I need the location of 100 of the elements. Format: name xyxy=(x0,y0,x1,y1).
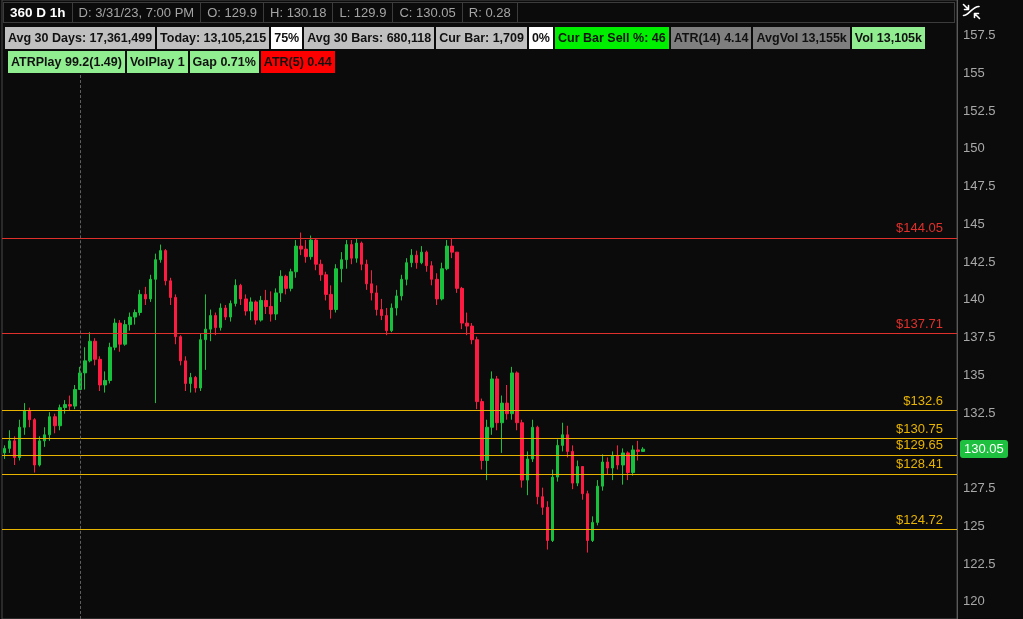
y-tick-label: 157.5 xyxy=(963,27,996,43)
annotation: D: 3/31/23, 7:00 PM xyxy=(72,3,202,22)
candlestick xyxy=(505,384,509,421)
candlestick xyxy=(556,438,559,483)
annotation: Cur Bar: 1,709 xyxy=(436,27,527,49)
candlestick xyxy=(43,426,46,448)
candlestick xyxy=(154,253,157,404)
candlestick xyxy=(8,429,11,454)
candlestick xyxy=(194,375,197,394)
y-tick-label: 140 xyxy=(963,291,985,307)
candlestick xyxy=(189,372,192,394)
candlestick xyxy=(244,293,248,317)
candlestick xyxy=(410,248,413,268)
text: 130.05 xyxy=(960,440,1008,459)
candlestick xyxy=(621,447,625,486)
candlestick xyxy=(118,319,122,353)
candlestick xyxy=(526,450,529,496)
candlestick xyxy=(164,248,167,286)
annotation: Cur Bar Sell %: 46 xyxy=(555,27,669,49)
candlestick xyxy=(334,263,338,314)
candlestick xyxy=(606,456,609,475)
candlestick xyxy=(531,419,534,463)
y-tick-label: 145 xyxy=(963,215,985,231)
annotation: R: 0.28 xyxy=(462,3,518,22)
candlestick xyxy=(355,238,358,264)
candlestick xyxy=(68,395,72,412)
candlestick xyxy=(340,251,343,283)
y-tick-label: 122.5 xyxy=(963,555,996,571)
candlestick xyxy=(229,299,232,323)
candlestick xyxy=(169,277,172,306)
candlestick xyxy=(385,307,388,336)
candlestick xyxy=(566,425,569,458)
candlestick xyxy=(395,289,398,317)
candlestick xyxy=(3,444,6,460)
candlestick xyxy=(199,333,202,392)
candlestick xyxy=(345,239,348,270)
candlestick xyxy=(365,259,368,291)
y-tick-label: 127.5 xyxy=(963,480,996,496)
ref-line-label: $129.65 xyxy=(896,437,943,453)
candlestick xyxy=(405,257,408,286)
candlestick xyxy=(33,417,36,474)
candlestick xyxy=(179,334,182,366)
candlestick xyxy=(536,425,539,505)
candlestick xyxy=(500,395,504,454)
candlestick xyxy=(239,283,242,306)
annotation: ATR(14) 4.14 xyxy=(670,27,752,49)
y-tick-label: 150 xyxy=(963,140,985,156)
ref-line-label: $128.41 xyxy=(896,455,943,471)
candlestick xyxy=(48,411,51,442)
annotation: 75% xyxy=(271,27,303,49)
candlestick xyxy=(38,435,41,468)
annotation: Avg 30 Days: 17,361,499 xyxy=(5,27,156,49)
candlestick xyxy=(144,286,147,306)
candlestick xyxy=(541,487,544,516)
candlestick xyxy=(430,260,433,286)
ref-line-label: $132.6 xyxy=(903,392,943,408)
candlestick xyxy=(149,274,152,303)
candlestick xyxy=(616,444,619,471)
y-tick-label: 147.5 xyxy=(963,178,996,194)
candlestick xyxy=(591,515,594,543)
candlestick xyxy=(576,459,579,487)
candlestick xyxy=(596,479,599,526)
candlestick xyxy=(380,298,383,321)
candlestick xyxy=(28,407,31,428)
y-tick-label: 135 xyxy=(963,366,985,382)
ref-line-label: $124.72 xyxy=(896,511,943,527)
annotation: H: 130.18 xyxy=(264,3,334,22)
candlestick xyxy=(350,239,353,265)
candlestick xyxy=(219,302,222,332)
annotation: C: 130.05 xyxy=(393,3,463,22)
candlestick xyxy=(631,444,635,477)
candlestick xyxy=(174,293,177,345)
candlestick xyxy=(370,269,373,301)
candlestick xyxy=(224,304,227,321)
candlestick xyxy=(234,278,237,307)
candlestick xyxy=(611,450,614,481)
annotation: Vol 13,105k xyxy=(851,27,925,49)
candlestick xyxy=(159,244,162,264)
annotation: AvgVol 13,155k xyxy=(753,27,850,49)
candlestick xyxy=(510,366,514,421)
candlestick xyxy=(415,250,418,270)
annotation: ATR(5) 0.44 xyxy=(260,51,335,73)
annotation: Gap 0.71% xyxy=(189,51,259,73)
candlestick xyxy=(420,245,423,265)
annotation: L: 129.9 xyxy=(333,3,394,22)
chart-title: 360 D 1h xyxy=(4,3,73,22)
candlestick xyxy=(435,272,439,306)
annotation: 0% xyxy=(528,27,553,49)
candlestick xyxy=(375,284,378,317)
candlestick xyxy=(636,440,640,461)
candlestick xyxy=(259,295,263,323)
candlestick xyxy=(214,312,217,336)
candlestick xyxy=(249,296,253,321)
candlestick xyxy=(626,450,630,481)
candlestick xyxy=(184,355,187,392)
candlestick xyxy=(571,444,574,490)
candlestick xyxy=(284,274,288,295)
ref-line-label: $137.71 xyxy=(896,315,943,331)
candlestick xyxy=(586,490,589,554)
candlestick xyxy=(561,422,564,452)
